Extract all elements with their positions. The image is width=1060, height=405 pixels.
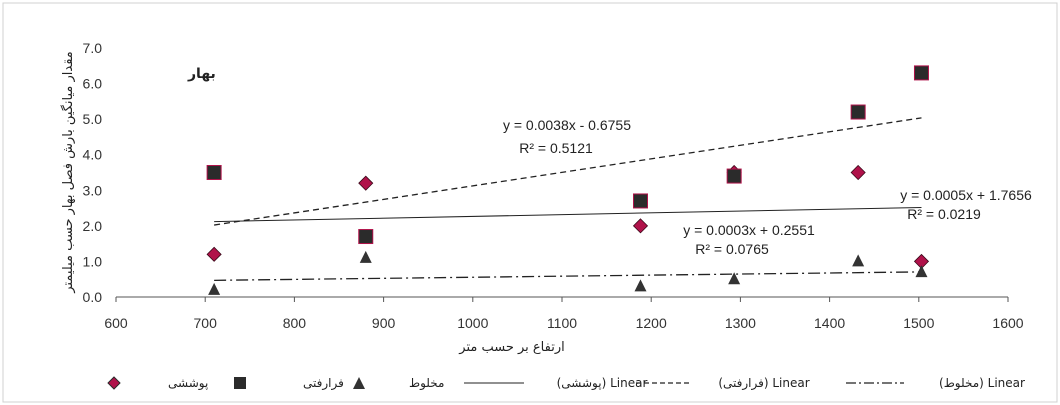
x-tick-label: 1400 xyxy=(814,315,845,331)
y-tick-label: 6.0 xyxy=(83,76,103,92)
point-makhloot xyxy=(728,272,741,285)
x-tick-label: 600 xyxy=(104,315,128,331)
point-faraftei xyxy=(913,65,929,81)
point-poosheshi xyxy=(850,164,866,181)
legend-label-linear-makhloot: Linear (مخلوط) xyxy=(939,376,1025,391)
y-tick-label: 7.0 xyxy=(83,40,103,56)
point-makhloot xyxy=(359,250,372,263)
point-faraftei xyxy=(632,193,648,209)
x-axis-title: ارتفاع بر حسب متر xyxy=(458,340,564,355)
season-label: بهار xyxy=(187,66,216,82)
point-poosheshi xyxy=(206,246,222,262)
point-makhloot xyxy=(915,265,928,278)
legend-marker-makhloot xyxy=(353,377,365,389)
trendline-makhloot xyxy=(214,271,922,281)
plot-area: 600 700 800 900 1000 1100 1200 1300 1400 1500 1600… xyxy=(83,40,1024,331)
legend-label-makhloot: مخلوط xyxy=(409,376,444,391)
point-faraftei xyxy=(850,104,866,120)
point-makhloot xyxy=(634,279,647,292)
y-tick-label: 5.0 xyxy=(83,111,103,127)
r2-label-makhloot: R² = 0.0765 xyxy=(695,241,769,257)
equation-label-poosheshi: y = 0.0005x + 1.7656 xyxy=(900,187,1032,203)
point-faraftei xyxy=(726,168,742,184)
x-tick-label: 1500 xyxy=(903,315,934,331)
x-tick-label: 1300 xyxy=(725,315,756,331)
point-faraftei xyxy=(206,165,222,180)
y-tick-label: 0.0 xyxy=(83,289,103,305)
legend-marker-faraftei xyxy=(234,377,246,389)
y-tick-label: 2.0 xyxy=(83,218,103,234)
point-faraftei xyxy=(358,229,374,245)
equation-label-makhloot: y = 0.0003x + 0.2551 xyxy=(683,222,815,238)
x-tick-label: 900 xyxy=(372,315,396,331)
equation-label-faraftei: y = 0.0038x - 0.6755 xyxy=(503,117,631,133)
legend-label-faraftei: فرارفتی xyxy=(303,376,344,391)
legend-label-poosheshi: پوششی xyxy=(168,376,208,391)
y-tick-label: 3.0 xyxy=(83,182,103,198)
x-tick-label: 1600 xyxy=(992,315,1023,331)
y-tick-label: 4.0 xyxy=(83,147,103,163)
point-makhloot xyxy=(208,282,221,295)
legend-label-linear-poosheshi: Linear (پوششی) xyxy=(557,376,648,391)
r2-label-poosheshi: R² = 0.0219 xyxy=(907,206,981,222)
x-tick-label: 800 xyxy=(283,315,307,331)
y-tick-label: 1.0 xyxy=(83,253,103,269)
y-axis-title: مقدار میانگین بارش فصل بهار حسب میلیمتر xyxy=(60,51,76,294)
legend-marker-poosheshi xyxy=(107,376,121,390)
r2-label-faraftei: R² = 0.5121 xyxy=(519,140,593,156)
point-makhloot xyxy=(852,254,865,267)
x-tick-label: 1100 xyxy=(547,315,577,331)
point-poosheshi xyxy=(632,218,649,234)
trendline-poosheshi xyxy=(214,206,922,223)
x-tick-label: 700 xyxy=(194,315,218,331)
x-tick-label: 1200 xyxy=(636,315,667,331)
point-poosheshi xyxy=(358,175,374,191)
legend-label-linear-faraftei: Linear (فرارفتی) xyxy=(718,376,809,391)
x-tick-label: 1000 xyxy=(457,315,488,331)
legend: پوششی فرارفتی مخلوط Linear (پوششی) Linea… xyxy=(107,376,1025,391)
